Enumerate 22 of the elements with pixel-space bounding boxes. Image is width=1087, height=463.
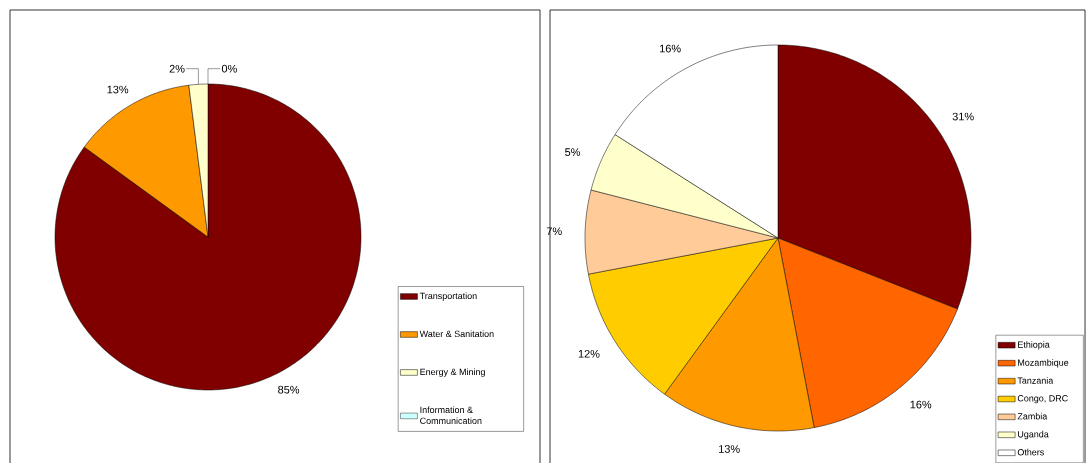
legend-label: Zambia: [1017, 412, 1048, 420]
data-label: 85%: [278, 385, 300, 394]
legend-label: Uganda: [1018, 430, 1049, 440]
legend-label: Information & Communication: [420, 406, 482, 424]
data-label: 16%: [910, 400, 932, 409]
legend-label: Energy & Mining: [420, 368, 485, 377]
legend-label: Tanzania: [1017, 377, 1054, 384]
legend-label: Transportation: [419, 292, 477, 301]
data-label: 7%: [546, 227, 562, 236]
legend-label: Water & Sanitation: [419, 330, 494, 338]
legend-label: Ethiopia: [1018, 341, 1050, 350]
data-label: 2%: [169, 64, 185, 73]
legend-label: Others: [1017, 448, 1044, 456]
data-label: 12%: [578, 349, 600, 358]
text: 0%: [221, 64, 237, 73]
data-label: 16%: [660, 44, 681, 53]
data-label: 5%: [565, 148, 581, 156]
data-label: 13%: [107, 85, 129, 94]
data-label: 31%: [952, 112, 974, 121]
legend-label: Mozambique: [1018, 359, 1069, 368]
legend-label: Congo, DRC: [1017, 395, 1068, 404]
data-label: 13%: [719, 445, 740, 453]
